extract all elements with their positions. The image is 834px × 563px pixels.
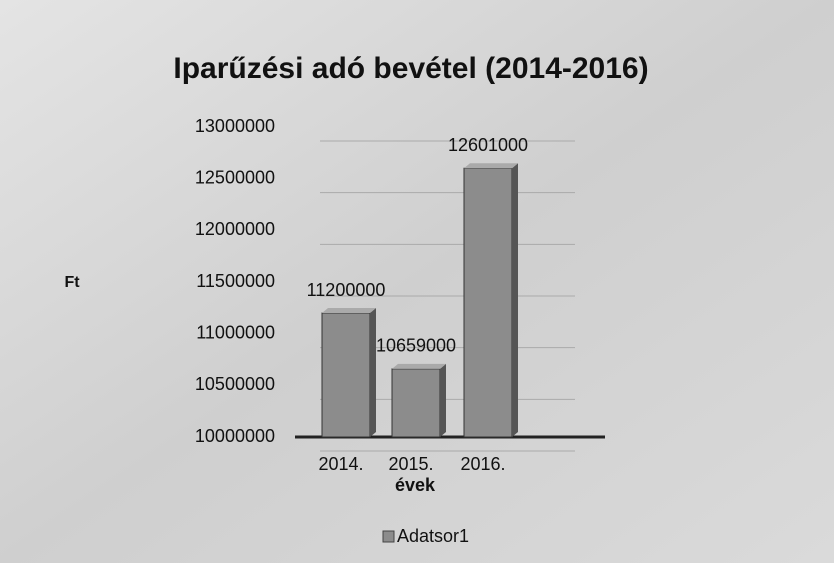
- x-tick-label: 2015.: [388, 454, 433, 474]
- x-axis-label: évek: [395, 475, 436, 495]
- bar: [321, 312, 371, 438]
- value-label: 10659000: [376, 336, 456, 356]
- bar-side: [440, 363, 446, 437]
- chart-title: Iparűzési adó bevétel (2014-2016): [173, 52, 648, 85]
- y-tick-label: 11000000: [196, 322, 275, 342]
- x-tick-label: 2016.: [460, 454, 505, 474]
- y-tick-label: 10500000: [195, 374, 275, 394]
- x-tick-label: 2014.: [318, 454, 363, 474]
- bar-side: [512, 163, 518, 438]
- y-tick-label: 13000000: [195, 116, 275, 136]
- y-tick-label: 12500000: [195, 167, 275, 187]
- bar: [391, 368, 441, 438]
- legend-swatch: [382, 530, 395, 543]
- y-tick-label: 11500000: [196, 271, 275, 291]
- y-tick-label: 10000000: [195, 426, 275, 446]
- y-tick-label: 12000000: [195, 219, 275, 239]
- bar-side: [370, 308, 376, 437]
- bar-top: [322, 308, 376, 313]
- legend-label: Adatsor1: [397, 526, 469, 546]
- value-label: 11200000: [307, 280, 386, 300]
- y-axis-label: Ft: [64, 274, 80, 291]
- bar: [463, 167, 513, 438]
- value-label: 12601000: [448, 135, 528, 155]
- bar-top: [392, 363, 446, 369]
- bar-top: [464, 163, 518, 169]
